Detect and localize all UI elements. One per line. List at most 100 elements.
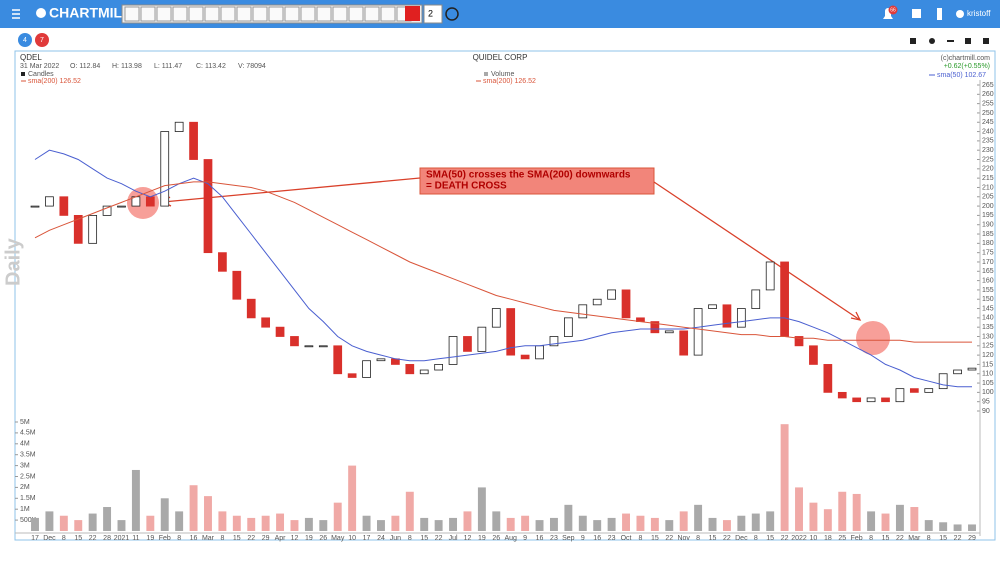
settings-icon[interactable] bbox=[912, 9, 921, 18]
tool-button[interactable] bbox=[220, 6, 236, 22]
candle bbox=[736, 308, 746, 328]
y-tick-label: 155 bbox=[982, 287, 994, 294]
annotation-box bbox=[419, 167, 655, 195]
x-tick-label: Feb bbox=[851, 535, 863, 542]
tool-button[interactable] bbox=[188, 6, 204, 22]
x-tick-label: 22 bbox=[954, 535, 962, 542]
color-picker[interactable] bbox=[405, 6, 420, 21]
volume-bar bbox=[492, 511, 501, 531]
volume-bar bbox=[189, 485, 198, 531]
tab-count: 7 bbox=[40, 37, 44, 44]
tool-button[interactable] bbox=[172, 6, 188, 22]
y-tick-label: 160 bbox=[982, 277, 994, 284]
x-tick-label: 9 bbox=[523, 535, 527, 542]
legend-entry: sma(200) 126.52 bbox=[28, 78, 81, 85]
user-icon[interactable] bbox=[956, 10, 964, 18]
candle bbox=[823, 364, 833, 393]
x-tick-label: Aug bbox=[504, 535, 517, 542]
tools[interactable] bbox=[124, 6, 412, 22]
battery-icon[interactable] bbox=[937, 8, 942, 20]
x-tick-label: 22 bbox=[665, 535, 673, 542]
x-tick-label: Feb bbox=[159, 535, 171, 542]
tool-button[interactable] bbox=[364, 6, 380, 22]
tool-button[interactable] bbox=[332, 6, 348, 22]
tool-button[interactable] bbox=[284, 6, 300, 22]
volume-bar bbox=[218, 511, 227, 531]
candle bbox=[463, 336, 472, 352]
candle bbox=[679, 330, 689, 356]
candle bbox=[246, 298, 256, 319]
volume-bar bbox=[708, 517, 717, 531]
volume-bar bbox=[131, 469, 140, 531]
candle bbox=[477, 326, 487, 352]
x-tick-label: 15 bbox=[651, 535, 659, 542]
volume-bar bbox=[823, 509, 832, 531]
tool-button[interactable] bbox=[252, 6, 268, 22]
candle bbox=[520, 354, 530, 360]
volume-bar bbox=[434, 520, 443, 531]
tool-button[interactable] bbox=[124, 6, 140, 22]
tool-button[interactable] bbox=[300, 6, 316, 22]
y-tick-label: 135 bbox=[982, 324, 994, 331]
candle bbox=[275, 326, 285, 337]
volume-bar bbox=[650, 517, 659, 531]
menu-button[interactable] bbox=[12, 9, 20, 19]
volume-bar bbox=[780, 424, 789, 531]
x-tick-label: 24 bbox=[377, 535, 385, 542]
period-select[interactable] bbox=[423, 4, 443, 24]
power-button[interactable] bbox=[445, 7, 459, 21]
volume-bar bbox=[867, 511, 876, 531]
tab-badge[interactable] bbox=[35, 33, 49, 47]
timeframe: Daily bbox=[2, 237, 24, 286]
ohlc-value: H: 113.98 bbox=[112, 63, 142, 70]
y-tick-label: 190 bbox=[982, 222, 994, 229]
candle bbox=[232, 270, 242, 300]
tool-button[interactable] bbox=[268, 6, 284, 22]
x-tick-label: 8 bbox=[869, 535, 873, 542]
volume-bar bbox=[59, 515, 68, 531]
symbol: QDEL bbox=[20, 53, 42, 62]
tool-button[interactable] bbox=[236, 6, 252, 22]
volume-bar bbox=[276, 513, 285, 531]
chart-frame bbox=[14, 50, 996, 541]
x-tick-label: 2021 bbox=[114, 535, 130, 542]
y-tick-label: 265 bbox=[982, 82, 994, 89]
x-tick-label: 15 bbox=[709, 535, 717, 542]
volume-bar bbox=[535, 520, 544, 531]
volume-bar bbox=[506, 517, 515, 531]
sma-line bbox=[34, 181, 972, 343]
candle bbox=[895, 388, 905, 403]
x-tick-label: 15 bbox=[233, 535, 241, 542]
volume-tick-label: 1.5M bbox=[20, 495, 36, 502]
candle bbox=[434, 364, 443, 371]
x-tick-label: 19 bbox=[305, 535, 313, 542]
volume-tick-label: 5M bbox=[20, 419, 30, 426]
candle bbox=[535, 345, 544, 360]
logo[interactable]: CHARTMILL bbox=[49, 5, 131, 21]
volume-bar bbox=[549, 517, 558, 531]
candle bbox=[419, 369, 429, 375]
candle bbox=[938, 373, 948, 390]
annotation-text: SMA(50) crosses the SMA(200) downwards bbox=[426, 170, 631, 181]
y-tick-label: 150 bbox=[982, 296, 994, 303]
x-tick-label: Jun bbox=[390, 535, 401, 542]
tab-badge[interactable] bbox=[18, 33, 32, 47]
user-name[interactable]: kristoff bbox=[967, 9, 991, 18]
volume-tick-label: 4.5M bbox=[20, 430, 36, 437]
tool-button[interactable] bbox=[140, 6, 156, 22]
chart-icons[interactable] bbox=[910, 38, 989, 44]
candle bbox=[88, 214, 98, 244]
tool-button[interactable] bbox=[348, 6, 364, 22]
volume-bar bbox=[910, 507, 919, 531]
candle bbox=[174, 121, 184, 132]
candle bbox=[506, 308, 516, 356]
y-tick-label: 130 bbox=[982, 333, 994, 340]
tool-button[interactable] bbox=[380, 6, 396, 22]
volume-bar bbox=[175, 511, 184, 531]
tool-button[interactable] bbox=[156, 6, 172, 22]
tool-button[interactable] bbox=[316, 6, 332, 22]
ohlc-value: O: 112.84 bbox=[70, 63, 100, 70]
tool-button[interactable] bbox=[204, 6, 220, 22]
date: 31 Mar 2022 bbox=[20, 63, 59, 70]
